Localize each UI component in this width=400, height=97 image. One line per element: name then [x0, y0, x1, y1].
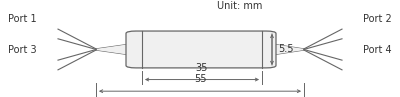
- Polygon shape: [96, 45, 126, 54]
- Text: Unit: mm: Unit: mm: [217, 1, 263, 11]
- Text: 35: 35: [196, 63, 208, 73]
- Polygon shape: [276, 45, 304, 54]
- FancyBboxPatch shape: [126, 31, 276, 68]
- Text: Port 1: Port 1: [8, 14, 37, 24]
- Text: 55: 55: [194, 74, 206, 84]
- Text: Port 2: Port 2: [363, 14, 392, 24]
- Text: 5.5: 5.5: [278, 44, 294, 55]
- Text: Port 4: Port 4: [363, 45, 392, 55]
- Text: Port 3: Port 3: [8, 45, 37, 55]
